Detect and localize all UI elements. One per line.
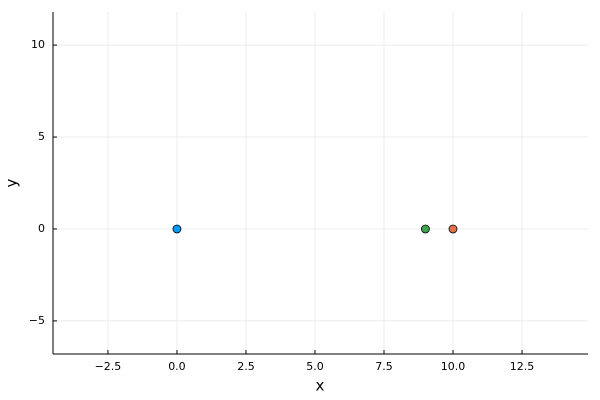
x-tick-label: −2.5: [95, 360, 122, 373]
y-tick-label: 0: [38, 222, 45, 235]
point: [421, 224, 430, 234]
y-tick-label: 5: [38, 130, 45, 143]
x-tick-label: 12.5: [510, 360, 535, 373]
x-tick-label: 2.5: [237, 360, 255, 373]
y-tick-label: 10: [31, 38, 45, 51]
point: [172, 224, 182, 234]
x-tick-label: 10.0: [441, 360, 466, 373]
x-tick-label: 5.0: [306, 360, 324, 373]
x-axis-label: x: [316, 377, 325, 395]
x-tick-label: 7.5: [375, 360, 393, 373]
x-tick-label: 0.0: [168, 360, 186, 373]
y-axis-label: y: [3, 178, 21, 187]
point: [448, 224, 458, 234]
y-tick-label: −5: [29, 314, 45, 327]
